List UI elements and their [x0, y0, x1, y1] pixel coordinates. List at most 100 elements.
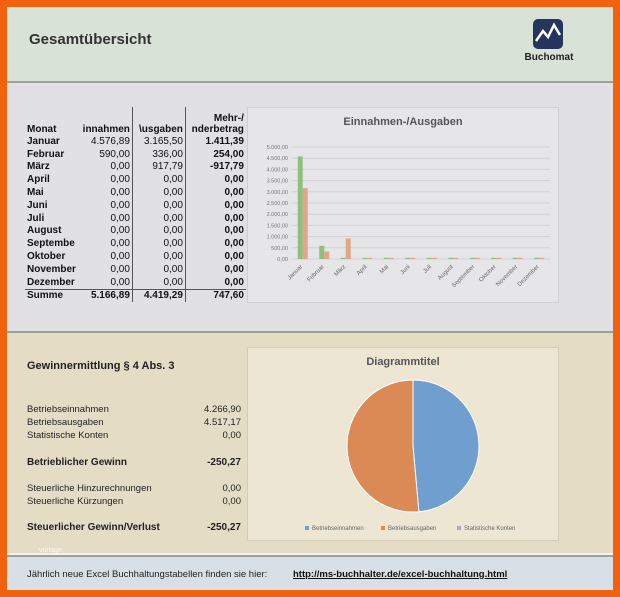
- x-tick-label: August: [437, 264, 455, 282]
- steuerlicher-gewinn: Steuerlicher Gewinn/Verlust -250,27: [27, 522, 241, 533]
- bar: [383, 257, 389, 259]
- watermark: vorlage: [39, 547, 62, 554]
- table-cell: April: [27, 174, 50, 186]
- footer-link[interactable]: http://ms-buchhalter.de/excel-buchhaltun…: [293, 569, 508, 580]
- table-row: Mai 0,00 0,00 0,00: [25, 186, 246, 199]
- table-cell: 0,00: [131, 224, 186, 238]
- y-tick-label: 4.500,00: [267, 156, 288, 162]
- table-cell: 0,00: [184, 186, 246, 199]
- gewinn-value: 0,00: [222, 483, 242, 494]
- table-cell: Juni: [27, 199, 48, 211]
- legend-label: Betriebseinnahmen: [312, 526, 364, 532]
- legend-label: Statistische Konten: [464, 526, 515, 532]
- bar: [539, 257, 545, 259]
- x-tick-label: Dezember: [517, 264, 541, 288]
- logo-icon: [533, 19, 563, 49]
- monthly-table: Monat innahmen \usgaben Mehr-/ nderbetrag Ja…: [25, 107, 246, 303]
- table-cell: August: [27, 225, 62, 237]
- bar: [362, 257, 368, 259]
- bar: [367, 257, 373, 259]
- y-tick-label: 2.500,00: [267, 201, 288, 207]
- page-title: Gesamtübersicht: [29, 31, 152, 48]
- table-cell: -917,79: [184, 160, 246, 174]
- table-row: Januar 4.576,89 3.165,50 1.411,39: [25, 135, 246, 148]
- table-cell: 0,00: [110, 263, 130, 275]
- table-cell: 0,00: [110, 238, 130, 250]
- logo-text: Buchomat: [524, 52, 574, 63]
- y-tick-label: 500,00: [271, 246, 288, 252]
- gewinn-value: -250,27: [207, 457, 241, 468]
- table-cell: 0,00: [110, 212, 130, 224]
- y-tick-label: 4.000,00: [267, 167, 288, 173]
- gewinn-value: -250,27: [207, 522, 241, 533]
- bar: [426, 257, 432, 259]
- table-cell: 0,00: [131, 198, 186, 212]
- table-cell: 590,00: [99, 148, 130, 160]
- table-cell: 0,00: [110, 225, 130, 237]
- table-cell: 0,00: [110, 187, 130, 199]
- legend-swatch: [305, 526, 309, 530]
- x-tick-label: Februar: [307, 264, 326, 283]
- profit-section: Gewinnermittlung § 4 Abs. 3 Betriebseinn…: [7, 333, 613, 553]
- table-cell: 0,00: [110, 161, 130, 173]
- bar: [491, 257, 497, 259]
- table-cell: 0,00: [131, 262, 186, 276]
- gewinn-value: 4.266,90: [204, 404, 241, 415]
- table-cell: 0,00: [184, 198, 246, 212]
- table-cell: 747,60: [184, 288, 246, 303]
- table-cell: 5.166,89: [77, 288, 133, 303]
- table-cell: 0,00: [110, 251, 130, 263]
- y-tick-label: 1.500,00: [267, 223, 288, 229]
- page-frame: Gesamtübersicht Buchomat Monat innahmen \u…: [7, 7, 613, 590]
- table-cell: 917,79: [131, 160, 186, 174]
- pie-chart: Diagrammtitel Betriebseinnahmen Betriebsau…: [247, 347, 559, 541]
- x-tick-label: Juni: [400, 264, 412, 276]
- table-cell: 4.419,29: [131, 288, 186, 303]
- x-tick-label: September: [451, 264, 476, 289]
- gewinn-row: Betriebseinnahmen 4.266,90: [27, 404, 241, 415]
- table-cell: 0,00: [131, 275, 186, 290]
- table-cell: Juli: [27, 212, 45, 224]
- table-header-row: Monat innahmen \usgaben Mehr-/ nderbetrag: [25, 107, 246, 135]
- gewinn-label: Steuerliche Hinzurechnungen: [27, 483, 152, 494]
- legend-label: Betriebsausgaben: [388, 526, 436, 532]
- bar: [534, 257, 540, 259]
- x-tick-label: November: [495, 264, 519, 288]
- table-row: Juli 0,00 0,00 0,00: [25, 211, 246, 225]
- table-cell: November: [27, 263, 76, 275]
- gewinn-value: 0,00: [222, 496, 242, 507]
- gewinn-label: Betriebseinnahmen: [27, 404, 109, 415]
- gewinn-row: Steuerliche Kürzungen 0,00: [27, 496, 241, 507]
- table-cell: \usgaben: [131, 107, 186, 135]
- bar: [453, 257, 459, 259]
- table-cell: 254,00: [184, 147, 246, 161]
- gewinn-value: 0,00: [222, 430, 242, 441]
- x-tick-label: April: [356, 264, 369, 277]
- table-cell: Februar: [27, 148, 65, 160]
- table-cell: 336,00: [131, 147, 186, 161]
- table-cell: 0,00: [184, 262, 246, 276]
- table-cell: 0,00: [131, 211, 186, 225]
- table-row: April 0,00 0,00 0,00: [25, 173, 246, 187]
- bar: [448, 257, 454, 259]
- gewinn-row: Statistische Konten 0,00: [27, 430, 241, 441]
- table-cell: 4.576,89: [90, 135, 130, 147]
- bar: [405, 257, 411, 259]
- footer-bar: Jährlich neue Excel Buchhaltungstabellen…: [7, 555, 613, 590]
- bar: [469, 257, 475, 259]
- table-cell: 0,00: [131, 250, 186, 263]
- gewinn-label: Statistische Konten: [27, 430, 109, 441]
- gewinn-row: Steuerliche Hinzurechnungen 0,00: [27, 483, 241, 494]
- table-cell: 0,00: [184, 237, 246, 251]
- header-bar: Gesamtübersicht Buchomat: [7, 7, 613, 83]
- table-cell: 1.411,39: [184, 135, 246, 148]
- x-tick-label: März: [333, 264, 347, 278]
- bar: [319, 245, 325, 259]
- y-tick-label: 1.000,00: [267, 235, 288, 241]
- table-cell: 0,00: [184, 250, 246, 263]
- pie-slice: [346, 379, 420, 513]
- table-row: Dezember 0,00 0,00 0,00: [25, 275, 246, 290]
- bar: [302, 188, 308, 259]
- gewinn-row: Betriebsausgaben 4.517,17: [27, 417, 241, 428]
- table-cell: Septembe: [27, 238, 75, 250]
